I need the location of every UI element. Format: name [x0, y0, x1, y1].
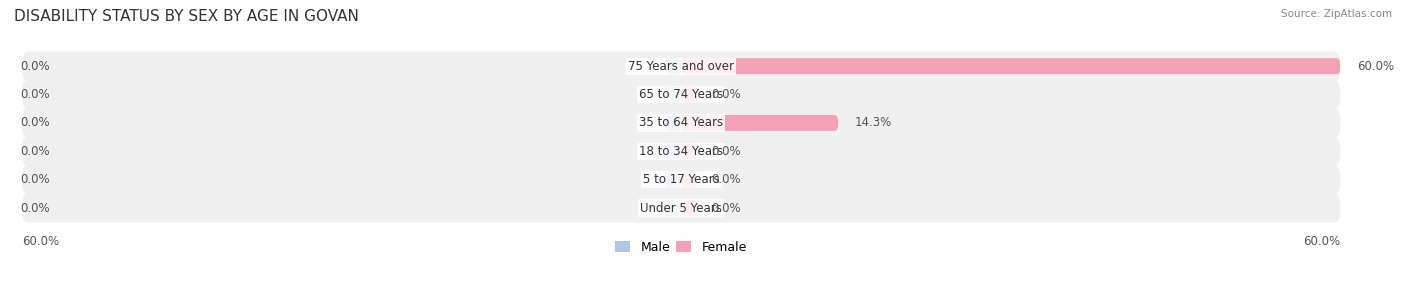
- Text: Under 5 Years: Under 5 Years: [640, 202, 723, 215]
- Text: DISABILITY STATUS BY SEX BY AGE IN GOVAN: DISABILITY STATUS BY SEX BY AGE IN GOVAN: [14, 9, 359, 24]
- Text: 65 to 74 Years: 65 to 74 Years: [638, 88, 723, 101]
- Text: 0.0%: 0.0%: [711, 88, 741, 101]
- FancyBboxPatch shape: [681, 200, 697, 216]
- Text: 0.0%: 0.0%: [711, 202, 741, 215]
- FancyBboxPatch shape: [22, 52, 1340, 81]
- Text: 60.0%: 60.0%: [1357, 60, 1393, 73]
- FancyBboxPatch shape: [681, 87, 697, 102]
- FancyBboxPatch shape: [22, 80, 1340, 109]
- Text: 60.0%: 60.0%: [1303, 235, 1340, 248]
- Text: 14.3%: 14.3%: [855, 117, 891, 129]
- FancyBboxPatch shape: [665, 172, 681, 188]
- Text: 0.0%: 0.0%: [20, 145, 49, 158]
- FancyBboxPatch shape: [681, 115, 838, 131]
- Text: 75 Years and over: 75 Years and over: [628, 60, 734, 73]
- Text: Source: ZipAtlas.com: Source: ZipAtlas.com: [1281, 9, 1392, 19]
- Legend: Male, Female: Male, Female: [610, 235, 752, 259]
- FancyBboxPatch shape: [665, 200, 681, 216]
- FancyBboxPatch shape: [681, 143, 697, 159]
- Text: 35 to 64 Years: 35 to 64 Years: [638, 117, 723, 129]
- Text: 18 to 34 Years: 18 to 34 Years: [638, 145, 723, 158]
- FancyBboxPatch shape: [22, 109, 1340, 138]
- Text: 60.0%: 60.0%: [22, 235, 59, 248]
- FancyBboxPatch shape: [22, 137, 1340, 166]
- Text: 0.0%: 0.0%: [20, 202, 49, 215]
- FancyBboxPatch shape: [665, 58, 681, 74]
- Text: 0.0%: 0.0%: [20, 88, 49, 101]
- Text: 0.0%: 0.0%: [20, 173, 49, 186]
- FancyBboxPatch shape: [681, 172, 697, 188]
- Text: 0.0%: 0.0%: [20, 60, 49, 73]
- FancyBboxPatch shape: [665, 143, 681, 159]
- FancyBboxPatch shape: [22, 165, 1340, 194]
- FancyBboxPatch shape: [681, 58, 1340, 74]
- Text: 5 to 17 Years: 5 to 17 Years: [643, 173, 720, 186]
- FancyBboxPatch shape: [665, 87, 681, 102]
- FancyBboxPatch shape: [665, 115, 681, 131]
- Text: 0.0%: 0.0%: [20, 117, 49, 129]
- FancyBboxPatch shape: [22, 194, 1340, 223]
- Text: 0.0%: 0.0%: [711, 173, 741, 186]
- Text: 0.0%: 0.0%: [711, 145, 741, 158]
